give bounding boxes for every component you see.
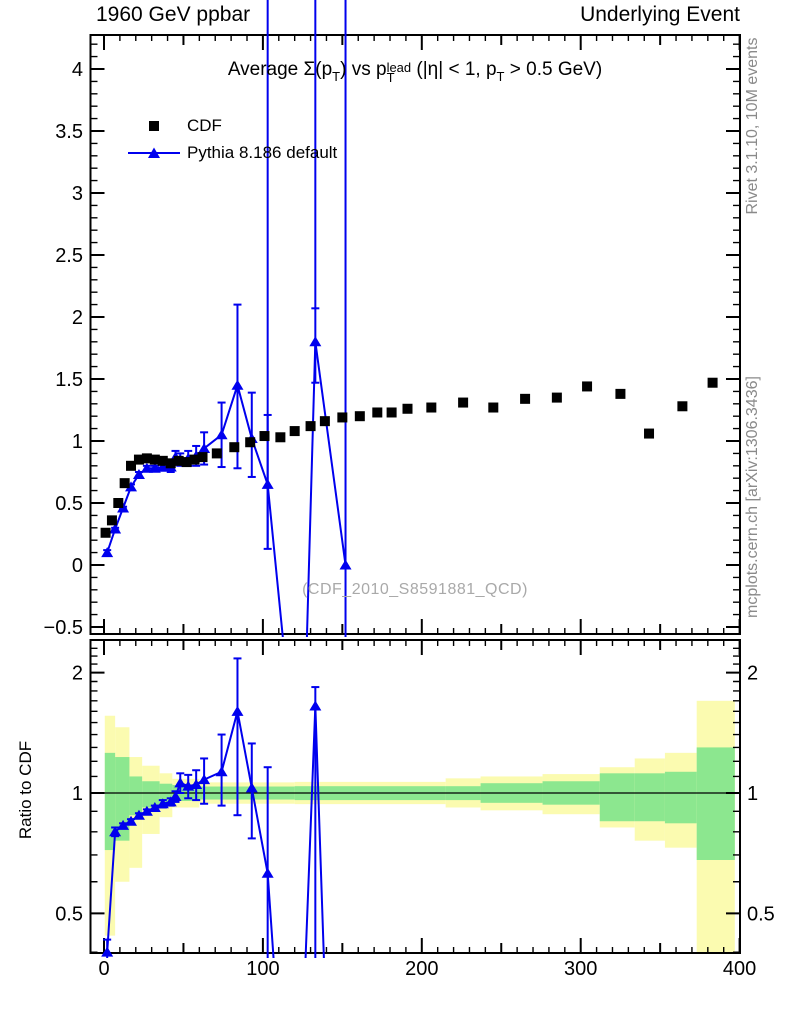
main-y-tick-labels: 4 3.5 3 2.5 2 1.5 1 0.5 0 −0.5 — [44, 59, 83, 639]
svg-text:−0.5: −0.5 — [44, 617, 83, 639]
x-axis-tick-labels: 0 100 200 300 400 — [98, 958, 756, 980]
analysis-group-label: Underlying Event — [580, 3, 740, 26]
analysis-id-watermark: (CDF_2010_S8591881_QCD) — [302, 581, 528, 598]
pythia-ratio-series — [101, 657, 325, 958]
ratio-uncertainty-bands — [104, 700, 735, 953]
cdf-main-series — [100, 377, 718, 538]
svg-text:2: 2 — [72, 307, 83, 329]
axis-major-ticks — [91, 36, 741, 952]
legend-item-cdf: CDF — [128, 112, 337, 139]
svg-text:300: 300 — [564, 958, 597, 980]
ratio-y-tick-labels: 2 2 1 1 0.5 0.5 — [55, 663, 775, 926]
svg-text:2.5: 2.5 — [55, 245, 83, 267]
legend: CDF Pythia 8.186 default — [128, 112, 337, 166]
plot-title: Average Σ(pT) vs p lead T (|η| < 1, pT > 0… — [227, 59, 603, 85]
axis-minor-ticks — [91, 36, 739, 953]
ratio-panel-frame — [89, 639, 741, 954]
svg-text:3: 3 — [72, 183, 83, 205]
mcplots-arxiv-note: mcplots.cern.ch [arXiv:1306.3436] — [744, 376, 761, 618]
cdf-square-marker-icon — [128, 119, 180, 133]
svg-text:1.5: 1.5 — [55, 369, 83, 391]
svg-text:1: 1 — [72, 783, 83, 805]
svg-text:0: 0 — [98, 958, 109, 980]
main-panel-frame — [89, 34, 741, 635]
svg-text:200: 200 — [405, 958, 438, 980]
svg-text:400: 400 — [723, 958, 756, 980]
svg-text:1: 1 — [747, 783, 758, 805]
beam-energy-label: 1960 GeV ppbar — [96, 3, 251, 26]
svg-text:100: 100 — [246, 958, 279, 980]
svg-text:0: 0 — [72, 555, 83, 577]
svg-text:2: 2 — [72, 663, 83, 685]
rivet-version-note: Rivet 3.1.10, 10M events — [744, 37, 761, 215]
legend-label-cdf: CDF — [187, 115, 222, 135]
svg-text:4: 4 — [72, 59, 83, 81]
pythia-triangle-marker-icon — [128, 146, 180, 160]
svg-text:0.5: 0.5 — [747, 903, 775, 925]
svg-text:0.5: 0.5 — [55, 903, 83, 925]
svg-text:1: 1 — [72, 431, 83, 453]
svg-text:3.5: 3.5 — [55, 121, 83, 143]
svg-text:0.5: 0.5 — [55, 493, 83, 515]
legend-label-pythia: Pythia 8.186 default — [187, 142, 338, 162]
svg-text:2: 2 — [747, 663, 758, 685]
legend-item-pythia: Pythia 8.186 default — [128, 139, 337, 166]
ratio-axis-title: Ratio to CDF — [16, 740, 35, 840]
